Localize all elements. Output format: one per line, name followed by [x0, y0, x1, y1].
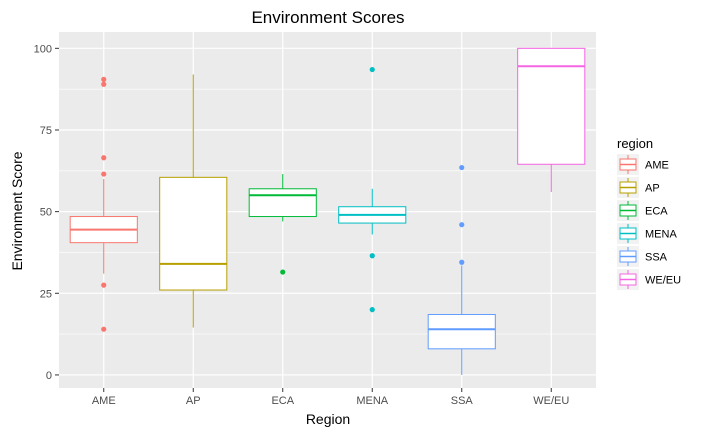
- chart-title: Environment Scores: [251, 8, 404, 27]
- legend-label: WE/EU: [645, 275, 681, 287]
- legend-title: region: [617, 136, 653, 151]
- outlier-point: [369, 307, 375, 313]
- x-axis: AME AP ECA MENA SSA WE/EU: [92, 388, 569, 407]
- legend-label: MENA: [645, 229, 677, 241]
- outlier-point: [280, 269, 286, 275]
- x-tick-label: ECA: [271, 395, 294, 407]
- outlier-point: [101, 81, 107, 87]
- legend-key-mena: [617, 223, 639, 244]
- box-iqr: [248, 188, 317, 218]
- legend-label: AME: [645, 160, 669, 172]
- outlier-point: [369, 253, 375, 259]
- box-iqr: [517, 47, 586, 165]
- outlier-point: [101, 76, 107, 82]
- y-axis-title: Environment Score: [9, 151, 25, 270]
- y-tick-label: 25: [40, 288, 52, 300]
- legend-label: SSA: [645, 252, 668, 264]
- y-tick-label: 0: [46, 370, 52, 382]
- legend-label: AP: [645, 183, 660, 195]
- x-tick-label: AME: [92, 395, 116, 407]
- y-tick-label: 75: [40, 125, 52, 137]
- outlier-point: [101, 155, 107, 161]
- x-tick-label: SSA: [451, 395, 474, 407]
- outlier-point: [101, 171, 107, 177]
- x-tick-label: MENA: [356, 395, 388, 407]
- outlier-point: [459, 222, 465, 228]
- outlier-point: [101, 282, 107, 288]
- x-axis-title: Region: [306, 411, 350, 427]
- box-ssa: [427, 164, 496, 375]
- y-axis: 0 25 50 75 100: [34, 43, 59, 382]
- box-ap: [159, 74, 228, 328]
- legend: AME AP ECA MENA SSA WE/EU: [617, 154, 681, 290]
- plot-area: [59, 32, 596, 388]
- legend-key-ame: [617, 154, 639, 175]
- box-iqr: [159, 176, 228, 291]
- plot-background: [59, 32, 596, 388]
- legend-key-eca: [617, 200, 639, 221]
- y-tick-label: 100: [34, 43, 52, 55]
- box-we-eu: [517, 47, 586, 193]
- outlier-point: [101, 326, 107, 332]
- box-iqr: [427, 314, 496, 350]
- legend-label: ECA: [645, 206, 668, 218]
- x-tick-label: AP: [186, 395, 201, 407]
- outlier-point: [459, 164, 465, 171]
- legend-key-ap: [617, 177, 639, 198]
- x-tick-label: WE/EU: [533, 395, 569, 407]
- box-eca: [248, 174, 317, 275]
- y-tick-label: 50: [40, 207, 52, 219]
- box-mena: [338, 66, 407, 313]
- legend-key-we-eu: [617, 269, 639, 290]
- box-ame: [69, 76, 138, 332]
- legend-key-ssa: [617, 246, 639, 267]
- outlier-point: [459, 259, 465, 265]
- outlier-point: [369, 66, 375, 73]
